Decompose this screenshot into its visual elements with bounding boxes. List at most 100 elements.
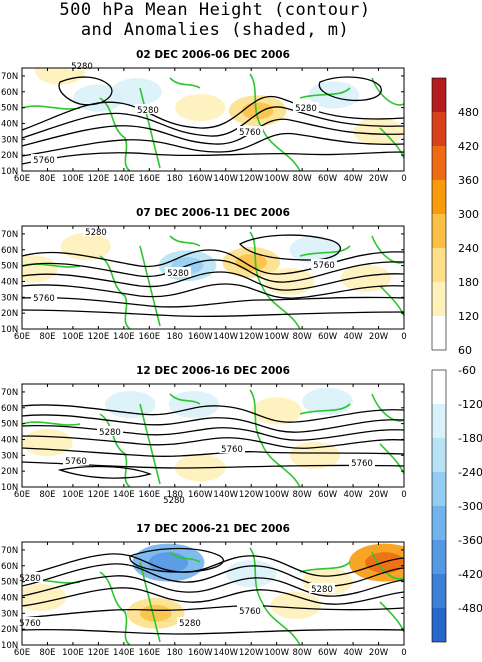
- y-tick-label: 50N: [1, 578, 18, 588]
- height-contour: [22, 414, 404, 433]
- contour-label: 5280: [19, 574, 41, 584]
- x-tick-label: 120W: [239, 174, 264, 184]
- x-tick-label: 120E: [88, 648, 110, 658]
- contour-label: 5280: [99, 428, 121, 438]
- anomaly-region: [22, 255, 58, 283]
- colorbar-label: 360: [458, 174, 479, 187]
- contour-label: 5280: [163, 496, 185, 506]
- x-tick-label: 80W: [293, 332, 313, 342]
- x-tick-label: 140E: [113, 648, 135, 658]
- height-contour: [22, 296, 404, 308]
- anomaly-region: [308, 81, 360, 109]
- colorbar-label: -300: [458, 500, 482, 513]
- y-tick-label: 50N: [1, 262, 18, 272]
- colorbar-swatch: [432, 180, 446, 214]
- colorbar-label: 480: [458, 106, 479, 119]
- panel-subtitle: 17 DEC 2006-21 DEC 2006: [136, 523, 290, 535]
- height-contour: [238, 234, 342, 261]
- contour-label-bg: [311, 259, 337, 269]
- x-tick-label: 120E: [88, 490, 110, 500]
- colorbar-swatch: [432, 282, 446, 316]
- colorbar-label: -360: [458, 534, 482, 547]
- colorbar-swatch: [432, 608, 446, 642]
- height-contour: [22, 271, 404, 291]
- x-tick-label: 60E: [14, 174, 30, 184]
- map-frame: [21, 67, 405, 172]
- height-contour: [22, 309, 404, 318]
- x-tick-label: 120W: [239, 332, 264, 342]
- x-tick-label: 100W: [264, 332, 289, 342]
- x-tick-label: 80E: [39, 332, 55, 342]
- panel-subtitle: 07 DEC 2006-11 DEC 2006: [136, 207, 290, 219]
- colorbar-label: 120: [458, 310, 479, 323]
- y-tick-label: 30N: [1, 293, 18, 303]
- colorbar-swatch: [432, 78, 446, 112]
- anomaly-core: [235, 253, 268, 271]
- x-tick-label: 0: [401, 648, 406, 658]
- height-contour: [22, 447, 404, 457]
- anomaly-region: [270, 591, 321, 619]
- x-tick-label: 100E: [62, 174, 84, 184]
- height-contour: [22, 587, 404, 607]
- colorbar-swatch: [432, 404, 446, 438]
- height-contour: [129, 547, 224, 573]
- contour-label: 5760: [19, 619, 41, 629]
- x-tick-label: 60E: [14, 332, 30, 342]
- y-tick-label: 40N: [1, 277, 18, 287]
- y-tick-label: 40N: [1, 119, 18, 129]
- y-tick-label: 70N: [1, 72, 18, 82]
- x-tick-label: 160E: [139, 174, 161, 184]
- x-tick-label: 100W: [264, 648, 289, 658]
- title-line-1: 500 hPa Mean Height (contour): [59, 0, 371, 20]
- anomaly-region: [302, 387, 353, 416]
- x-tick-label: 80W: [293, 648, 313, 658]
- x-tick-label: 120W: [239, 648, 264, 658]
- contour-label-bg: [17, 617, 43, 627]
- x-tick-label: 120E: [88, 332, 110, 342]
- map-frame: [21, 225, 405, 330]
- height-contour: [58, 76, 113, 106]
- y-tick-label: 20N: [1, 625, 18, 635]
- anomaly-region: [353, 117, 404, 145]
- x-tick-label: 140E: [113, 490, 135, 500]
- height-contour: [22, 132, 404, 157]
- y-tick-label: 40N: [1, 593, 18, 603]
- x-tick-label: 140W: [213, 174, 238, 184]
- height-contour: [318, 76, 382, 102]
- y-tick-label: 30N: [1, 135, 18, 145]
- contour-label-bg: [161, 494, 187, 504]
- anomaly-region: [289, 236, 341, 264]
- y-tick-label: 10N: [1, 483, 18, 493]
- colorbar-swatch: [432, 472, 446, 506]
- height-contour: [22, 605, 404, 619]
- y-tick-label: 50N: [1, 420, 18, 430]
- x-tick-label: 160W: [188, 174, 213, 184]
- x-tick-label: 160W: [188, 490, 213, 500]
- map-content: [22, 68, 404, 171]
- contour-label-bg: [293, 102, 319, 112]
- y-tick-label: 20N: [1, 151, 18, 161]
- x-tick-label: 120E: [88, 174, 110, 184]
- colorbar-swatch: [432, 214, 446, 248]
- x-tick-label: 20W: [369, 332, 389, 342]
- contour-label-bg: [219, 443, 245, 453]
- contour-label: 5280: [179, 619, 201, 629]
- x-tick-label: 60E: [14, 648, 30, 658]
- contour-label-bg: [309, 583, 335, 593]
- height-contour: [22, 118, 404, 147]
- x-tick-label: 100E: [62, 332, 84, 342]
- anomaly-core: [139, 604, 172, 622]
- x-tick-label: 160E: [139, 332, 161, 342]
- colorbar-label: -480: [458, 602, 482, 615]
- colorbar-positive: 480 420 360 300 240 180 120 60: [431, 77, 479, 357]
- contour-label: 5280: [85, 228, 107, 238]
- x-tick-label: 100W: [264, 174, 289, 184]
- contour-label-bg: [349, 457, 375, 467]
- anomaly-region: [340, 264, 391, 292]
- x-tick-label: 140E: [113, 174, 135, 184]
- height-contour: [22, 151, 404, 165]
- y-tick-label: 20N: [1, 467, 18, 477]
- x-tick-label: 60W: [318, 648, 338, 658]
- contour-label: 5760: [221, 445, 243, 455]
